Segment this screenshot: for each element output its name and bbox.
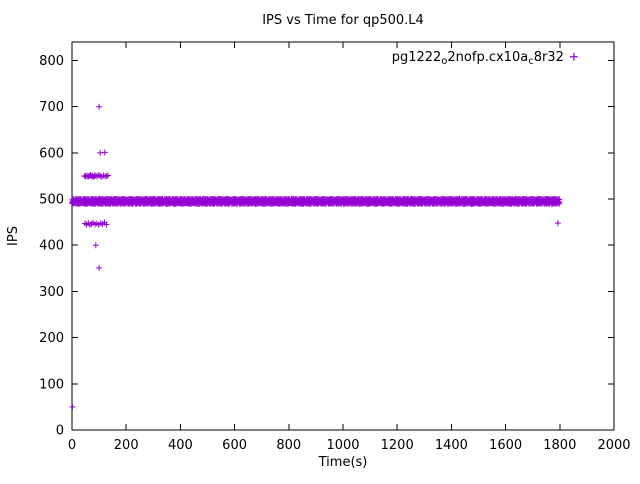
axis-ticks [71,42,615,431]
y-tick-label: 400 [39,239,64,254]
y-tick-label: 700 [39,100,64,115]
x-tick-label: 400 [168,438,193,453]
y-tick-label: 200 [39,331,64,346]
x-tick-label: 0 [68,438,76,453]
x-tick-label: 800 [276,438,301,453]
y-tick-label: 300 [39,285,64,300]
x-tick-label: 200 [114,438,139,453]
y-tick-label: 600 [39,146,64,161]
chart-title: IPS vs Time for qp500.L4 [262,13,424,28]
x-tick-label: 1200 [381,438,414,453]
x-axis-label: Time(s) [318,455,368,470]
y-tick-label: 800 [39,54,64,69]
x-tick-label: 600 [222,438,247,453]
plot-border [71,41,615,431]
y-tick-label: 500 [39,193,64,208]
y-tick-label: 0 [56,424,64,439]
x-tick-label: 1600 [489,438,522,453]
x-tick-label: 1400 [435,438,468,453]
x-tick-label: 1000 [326,438,359,453]
y-axis-label: IPS [6,226,21,246]
y-tick-label: 100 [39,377,64,392]
x-tick-label: 1800 [543,438,576,453]
legend-marker-icon [569,52,578,61]
legend-label: pg1222o2nofp.cx10ac8r32 [392,50,564,67]
scatter-points [69,103,563,410]
x-tick-label: 2000 [597,438,630,453]
